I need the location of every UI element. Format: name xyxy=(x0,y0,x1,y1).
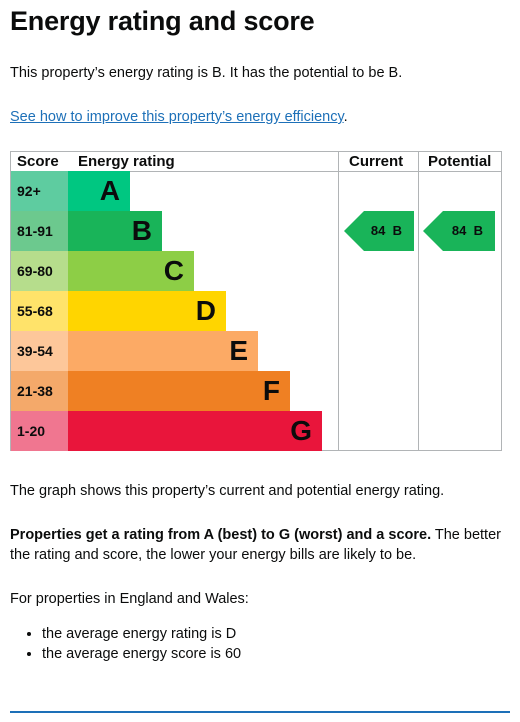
current-rating-arrow: 84 B xyxy=(344,211,414,251)
current-rating-arrow-label: 84 B xyxy=(370,223,402,238)
rating-bar-c: C xyxy=(68,251,194,291)
rating-intro: This property’s energy rating is B. It h… xyxy=(10,65,403,81)
rating-bar-e: E xyxy=(68,331,258,371)
potential-rating-arrow: 84 B xyxy=(423,211,495,251)
rating-bar-b: B xyxy=(68,211,162,251)
rating-bar-g: G xyxy=(68,411,322,451)
section-divider xyxy=(10,711,510,713)
rating-letter-e: E xyxy=(229,335,248,366)
potential-rating-arrow-shape xyxy=(423,211,495,251)
score-cell-a: 92+ xyxy=(11,171,68,211)
header-divider xyxy=(11,171,501,172)
current-column-divider xyxy=(338,152,339,450)
rating-letter-a: A xyxy=(99,175,120,206)
score-cell-g: 1-20 xyxy=(11,411,68,451)
rating-scale-paragraph: Properties get a rating from A (best) to… xyxy=(10,525,505,565)
rating-letter-b: B xyxy=(131,215,152,246)
score-cell-b: 81-91 xyxy=(11,211,68,251)
current-rating-arrow-shape xyxy=(344,211,414,251)
improve-paragraph: See how to improve this property’s energ… xyxy=(10,107,348,127)
graph-caption: The graph shows this property’s current … xyxy=(10,483,445,499)
rating-letter-f: F xyxy=(262,375,280,406)
energy-rating-chart: Score Energy rating Current Potential 92… xyxy=(10,151,502,451)
average-score-item: the average energy score is 60 xyxy=(42,644,241,664)
rating-bar-f: F xyxy=(68,371,290,411)
improve-efficiency-link[interactable]: See how to improve this property’s energ… xyxy=(10,109,344,125)
score-cell-f: 21-38 xyxy=(11,371,68,411)
average-rating-item: the average energy rating is D xyxy=(42,624,241,644)
rating-bar-a: A xyxy=(68,171,130,211)
averages-list: the average energy rating is D the avera… xyxy=(10,624,241,664)
header-energy-rating: Energy rating xyxy=(78,153,175,170)
potential-rating-arrow-label: 84 B xyxy=(451,223,483,238)
header-current: Current xyxy=(349,153,404,170)
page-title: Energy rating and score xyxy=(10,6,315,36)
region-intro: For properties in England and Wales: xyxy=(10,591,249,607)
score-cell-d: 55-68 xyxy=(11,291,68,331)
score-cell-c: 69-80 xyxy=(11,251,68,291)
rating-letter-g: G xyxy=(290,415,312,446)
rating-scale-rest: The better the rating and score, the low… xyxy=(10,527,501,563)
header-potential: Potential xyxy=(428,153,492,170)
rating-bar-d: D xyxy=(68,291,226,331)
score-cell-e: 39-54 xyxy=(11,331,68,371)
header-score: Score xyxy=(17,153,59,170)
potential-column-divider xyxy=(418,152,419,450)
improve-link-suffix: . xyxy=(343,109,348,125)
rating-scale-bold: Properties get a rating from A (best) to… xyxy=(10,527,432,543)
rating-letter-d: D xyxy=(195,295,216,326)
rating-letter-c: C xyxy=(163,255,184,286)
